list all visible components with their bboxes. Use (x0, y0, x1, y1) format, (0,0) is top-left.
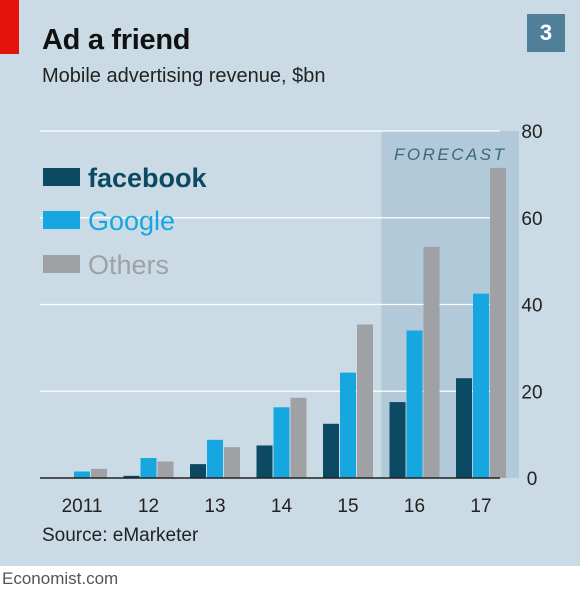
bar-google-16 (406, 330, 423, 478)
x-tick-label-14: 14 (271, 496, 293, 517)
bar-google-17 (473, 293, 489, 478)
x-tick-label-15: 15 (337, 496, 358, 517)
bar-facebook-17 (456, 378, 472, 478)
bar-facebook-13 (190, 464, 206, 478)
x-tick-label-17: 17 (470, 496, 491, 517)
chart-subtitle: Mobile advertising revenue, $bn (42, 65, 326, 87)
y-tick-label-60: 60 (521, 209, 542, 230)
x-tick-label-2011: 2011 (62, 496, 103, 517)
bar-others-17 (490, 167, 506, 478)
y-tick-label-0: 0 (527, 469, 538, 490)
source-note: Source: eMarketer (42, 525, 199, 546)
legend-label-facebook: facebook (88, 163, 208, 193)
chart-title: Ad a friend (42, 24, 191, 56)
bar-facebook-15 (323, 423, 339, 478)
bar-others-12 (157, 461, 174, 478)
forecast-label: FORECAST (394, 145, 507, 164)
x-tick-label-12: 12 (138, 496, 159, 517)
x-tick-label-13: 13 (204, 496, 225, 517)
bar-others-16 (423, 246, 440, 478)
chart-number-badge: 3 (527, 14, 565, 52)
bar-facebook-16 (389, 402, 406, 478)
y-tick-label-40: 40 (521, 296, 542, 317)
legend-swatch-others (43, 255, 80, 273)
legend-label-google: Google (88, 206, 175, 236)
legend-swatch-facebook (43, 168, 80, 186)
bar-others-14 (290, 397, 307, 478)
bar-google-2011 (74, 471, 90, 478)
bar-google-15 (340, 372, 356, 478)
bar-others-2011 (91, 468, 107, 478)
bar-chart: FORECAST 0 20 40 60 80 2011 12 13 14 15 16 17 face… (40, 122, 543, 517)
y-tick-label-20: 20 (521, 382, 542, 403)
red-accent-tab (0, 0, 19, 54)
x-tick-label-16: 16 (404, 496, 425, 517)
bar-facebook-12 (123, 475, 140, 478)
bar-google-13 (207, 439, 223, 478)
legend-swatch-google (43, 211, 80, 229)
footer-credit: Economist.com (2, 569, 119, 588)
legend-label-others: Others (88, 250, 169, 280)
bar-facebook-14 (256, 445, 273, 478)
y-tick-label-80: 80 (521, 122, 542, 143)
bar-google-14 (273, 407, 290, 478)
bar-others-15 (357, 324, 373, 478)
bar-google-12 (140, 458, 157, 478)
bar-others-13 (224, 447, 240, 478)
